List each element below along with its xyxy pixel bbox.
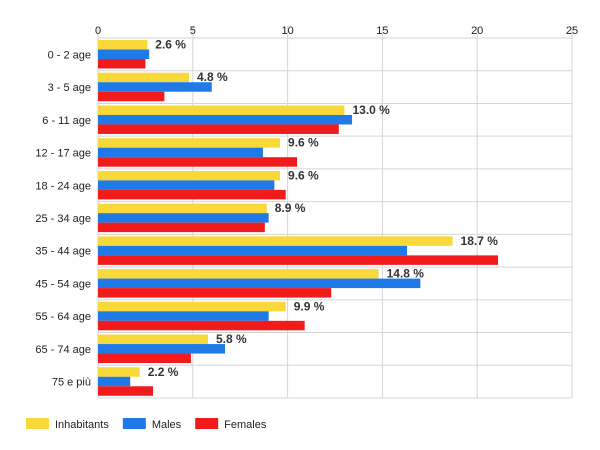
bar-females — [98, 124, 339, 134]
category-label: 75 e più — [52, 377, 91, 389]
bars — [98, 40, 499, 396]
data-label: 9.9 % — [294, 299, 325, 313]
bar-males — [98, 278, 421, 289]
bar-females — [98, 288, 332, 298]
category-label: 55 - 64 age — [35, 311, 91, 323]
bar-females — [98, 189, 286, 200]
data-label: 4.8 % — [197, 70, 228, 84]
x-axis-ticks: 0 5 10 15 20 25 — [95, 25, 578, 37]
legend: Inhabitants Males Females — [26, 418, 267, 431]
data-label: 9.6 % — [288, 168, 319, 182]
bar-inhabitants — [98, 269, 379, 279]
bar-inhabitants — [98, 40, 148, 50]
bar-females — [98, 353, 191, 364]
data-label: 2.6 % — [155, 38, 186, 52]
data-label: 2.2 % — [148, 365, 179, 379]
bar-inhabitants — [98, 367, 140, 377]
legend-swatch-males — [122, 418, 146, 429]
bar-inhabitants — [98, 105, 345, 115]
bar-females — [98, 59, 146, 69]
bar-males — [98, 82, 212, 92]
x-tick-label: 25 — [566, 25, 578, 37]
x-tick-label: 0 — [95, 25, 101, 37]
legend-swatch-inhabitants — [26, 418, 49, 429]
bar-males — [98, 376, 131, 387]
bar-inhabitants — [98, 236, 453, 246]
data-label: 14.8 % — [387, 267, 425, 281]
data-label: 8.9 % — [275, 201, 306, 215]
bar-females — [98, 222, 265, 233]
category-labels: 0 - 2 age 3 - 5 age 6 - 11 age 12 - 17 age 1… — [35, 49, 91, 388]
x-tick-label: 15 — [376, 25, 388, 37]
bar-males — [98, 344, 226, 354]
x-tick-label: 20 — [471, 25, 483, 37]
bar-inhabitants — [98, 72, 190, 83]
category-label: 0 - 2 age — [48, 49, 91, 61]
legend-label-males: Males — [152, 419, 182, 431]
bar-females — [98, 91, 165, 102]
category-label: 35 - 44 age — [35, 246, 91, 258]
bar-inhabitants — [98, 334, 208, 345]
legend-label-females: Females — [224, 419, 267, 431]
bar-inhabitants — [98, 170, 281, 181]
category-label: 65 - 74 age — [35, 344, 91, 356]
x-tick-label: 5 — [190, 25, 196, 37]
data-label: 13.0 % — [352, 103, 390, 117]
legend-label-inhabitants: Inhabitants — [55, 419, 109, 431]
category-label: 3 - 5 age — [48, 82, 91, 94]
bar-inhabitants — [98, 301, 286, 312]
bar-females — [98, 157, 298, 167]
category-label: 12 - 17 age — [35, 148, 91, 160]
bar-males — [98, 311, 269, 321]
bar-males — [98, 49, 150, 59]
bar-inhabitants — [98, 203, 267, 214]
bar-males — [98, 147, 263, 158]
data-label: 5.8 % — [216, 332, 247, 346]
category-label: 6 - 11 age — [42, 115, 91, 127]
data-labels: 2.6 % 4.8 % 13.0 % 9.6 % 9.6 % 8.9 % 18.7 % 14.… — [148, 38, 499, 379]
bar-males — [98, 180, 275, 190]
category-label: 18 - 24 age — [35, 180, 91, 192]
bar-females — [98, 320, 305, 331]
category-label: 45 - 54 age — [35, 278, 91, 290]
category-label: 25 - 34 age — [35, 213, 91, 225]
data-label: 18.7 % — [461, 234, 499, 248]
bar-males — [98, 114, 353, 125]
bar-females — [98, 386, 153, 396]
bar-males — [98, 245, 408, 256]
bar-inhabitants — [98, 138, 281, 148]
data-label: 9.6 % — [288, 136, 319, 150]
bar-males — [98, 213, 269, 223]
bar-females — [98, 255, 499, 265]
x-tick-label: 10 — [281, 25, 293, 37]
legend-swatch-females — [195, 418, 219, 429]
